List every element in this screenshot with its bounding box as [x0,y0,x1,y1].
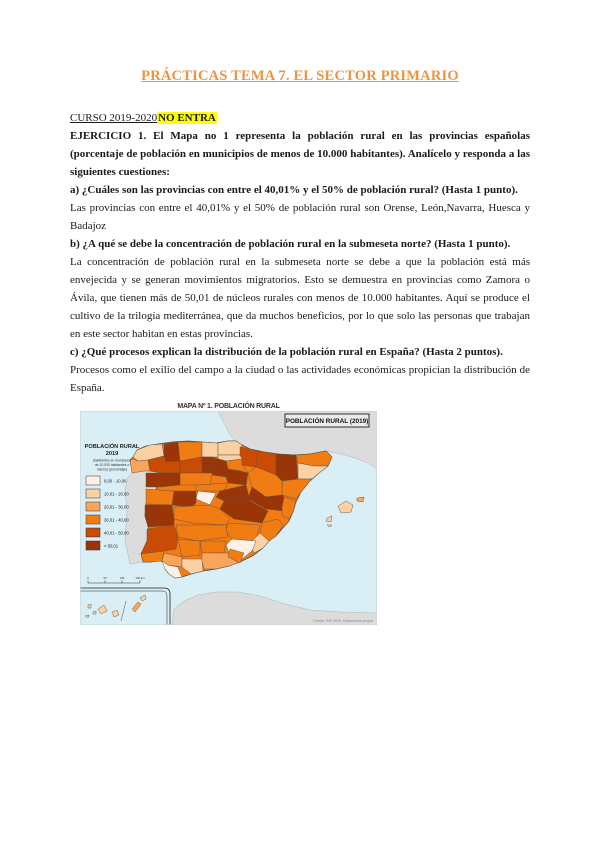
question-b: b) ¿A qué se debe la concentración de po… [70,238,511,250]
svg-text:0: 0 [87,576,89,580]
page-title: PRÁCTICAS TEMA 7. EL SECTOR PRIMARIO [141,68,459,84]
no-entra-highlight: NO ENTRA [157,112,217,124]
scale-labels: 0 50 100 150 km [87,576,145,580]
legend-entry: 10,01 - 20,00 [85,488,129,499]
legend-title-line1: POBLACIÓN RURAL [85,442,140,450]
africa-landmass [171,591,377,625]
svg-text:50: 50 [103,576,107,580]
spain-rural-population-map: 0 50 100 150 km POBLACIÓN RURAL (2019) P… [80,411,377,625]
legend-title-line2: 2019 [106,451,118,457]
svg-text:40,01 - 50,00: 40,01 - 50,00 [104,531,129,536]
svg-text:30,01 - 40,00: 30,01 - 40,00 [104,518,129,523]
map-title: POBLACIÓN RURAL (2019) [286,416,369,425]
map-legend: POBLACIÓN RURAL 2019 (habitantes en muni… [85,442,140,551]
map-title-box: POBLACIÓN RURAL (2019) [284,413,370,428]
legend-entry: 30,01 - 40,00 [85,514,129,525]
legend-entry: 0,00 - 10,00 [85,475,127,486]
scale-bar [87,580,141,584]
canary-inset [80,587,171,625]
balearic-islands [325,496,365,528]
map-source: Fuente: INE 2019. Elaboración propia [313,619,373,623]
body-text: CURSO 2019-2020NO ENTRA EJERCICIO 1. El … [70,109,530,397]
svg-text:0,00 - 10,00: 0,00 - 10,00 [104,479,127,484]
question-c: c) ¿Qué procesos explican la distribució… [70,346,503,358]
map-figure-caption: MAPA Nº 1. POBLACIÓN RURAL [177,403,280,410]
legend-subtitle-line3: menos) (porcentaje) [97,468,127,472]
svg-text:> 50,01: > 50,01 [104,544,119,549]
answer-b: La concentración de población rural en l… [70,256,530,340]
legend-entry: 40,01 - 50,00 [85,527,129,538]
map-figure: MAPA Nº 1. POBLACIÓN RURAL [80,403,377,625]
legend-subtitle-line1: (habitantes en municipios [93,459,132,463]
svg-text:20,01 - 30,00: 20,01 - 30,00 [104,505,129,510]
answer-c: Procesos como el exilio del campo a la c… [70,364,530,394]
map-border [80,411,377,625]
answer-a: Las provincias con entre el 40,01% y el … [70,202,530,232]
svg-text:150 km: 150 km [135,576,145,580]
curso-label: CURSO 2019-2020 [70,112,158,124]
svg-text:10,01 - 20,00: 10,01 - 20,00 [104,492,129,497]
svg-text:100: 100 [120,576,125,580]
legend-entry: 20,01 - 30,00 [85,501,129,512]
exercise-intro: EJERCICIO 1. El Mapa no 1 representa la … [70,130,530,178]
curso-line: CURSO 2019-2020NO ENTRA [70,109,530,127]
province-shapes [129,440,333,579]
question-a: a) ¿Cuáles son las provincias con entre … [70,184,518,196]
legend-entry: > 50,01 [85,540,119,551]
legend-subtitle-line2: de 10.000 habitantes o [95,463,130,467]
